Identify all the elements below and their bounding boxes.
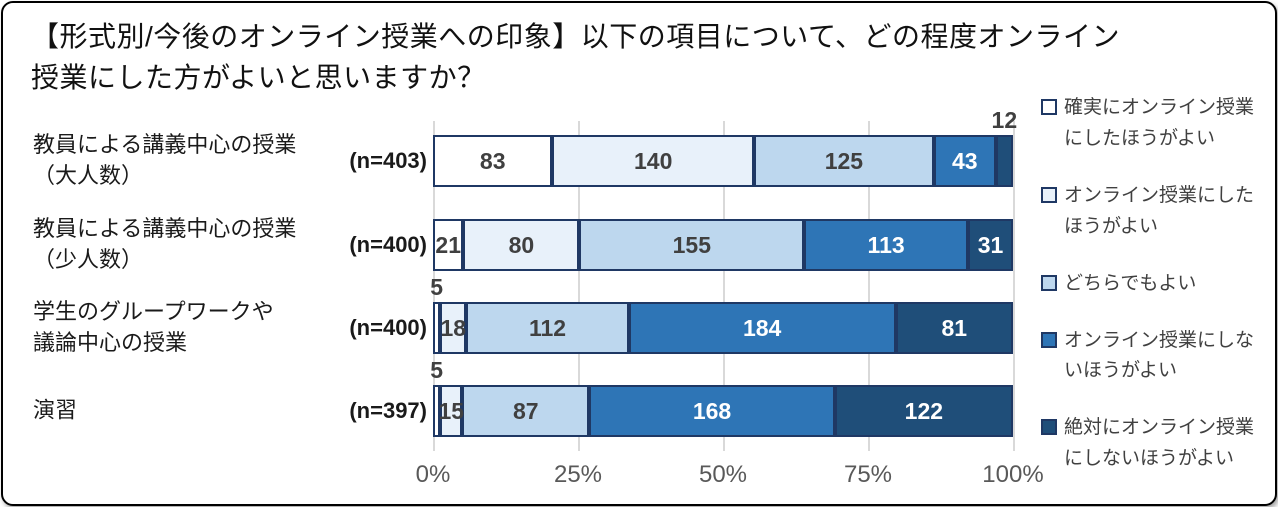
legend-swatch-icon xyxy=(1041,331,1057,348)
segment-value: 122 xyxy=(904,397,944,424)
legend-label: 絶対にオンライン授業にしないほうがよい xyxy=(1064,417,1255,470)
sample-size-label: (n=403) xyxy=(349,148,427,173)
legend-swatch-icon xyxy=(1041,99,1057,115)
legend-swatch-icon xyxy=(1041,419,1057,436)
legend-label: どちらでもよい xyxy=(1064,272,1197,294)
bar-track: 5 15 87 168 122 xyxy=(430,357,1013,437)
segment-value: 168 xyxy=(692,397,732,424)
bar-segment: 125 xyxy=(753,135,934,187)
category-label: 学生のグループワークや 議論中心の授業 xyxy=(33,299,274,355)
legend-label: 確実にオンライン授業にしたほうがよい xyxy=(1064,97,1255,149)
bar-track: 5 18 112 184 81 xyxy=(430,274,1013,354)
x-tick-label: 50% xyxy=(698,461,748,488)
category-label: 演習 xyxy=(33,397,78,423)
segment-value: 81 xyxy=(941,314,968,341)
outside-value: 5 xyxy=(430,274,444,300)
segment-value: 184 xyxy=(742,314,782,341)
bar-segment: 31 xyxy=(968,219,1013,271)
segment-value: 80 xyxy=(508,231,535,258)
bar-segment: 15 xyxy=(438,385,465,437)
sample-size-label: (n=400) xyxy=(349,232,427,257)
bar-segment: 80 xyxy=(463,219,580,271)
legend-label: オンライン授業にしないほうがよい xyxy=(1064,329,1255,382)
bar-segment: 140 xyxy=(552,135,754,187)
category-label: 教員による講義中心の授業 （大人数） xyxy=(33,132,297,188)
bar-segment: 21 xyxy=(433,219,464,271)
x-tick-label: 0% xyxy=(415,461,451,488)
bar-segment: 43 xyxy=(933,135,996,187)
bar-segment: 5 xyxy=(430,274,443,354)
chart-legend: 確実にオンライン授業にしたほうがよい オンライン授業にしたほうがよいどちらでもよい… xyxy=(1041,93,1273,475)
legend-label: オンライン授業にしたほうがよい xyxy=(1064,184,1255,237)
legend-item: オンライン授業にしたほうがよい xyxy=(1041,181,1273,243)
bar-track: 21 80 155 113 31 xyxy=(433,219,1013,271)
x-tick-label: 75% xyxy=(843,461,893,488)
bar-track: 83 140 125 43 12 xyxy=(433,107,1017,187)
gridline xyxy=(723,121,725,451)
bar-segment: 112 xyxy=(466,302,629,354)
segment-value: 31 xyxy=(977,231,1004,258)
bar-segment: 87 xyxy=(462,385,590,437)
segment-value: 21 xyxy=(435,231,462,258)
legend-item: 絶対にオンライン授業にしないほうがよい xyxy=(1041,413,1273,475)
x-tick-label: 25% xyxy=(553,461,603,488)
legend-swatch-icon xyxy=(1041,186,1057,203)
gridline xyxy=(1013,121,1015,451)
segment-value: 18 xyxy=(440,314,467,341)
chart-title-line-2: 授業にした方がよいと思いますか？ xyxy=(31,62,486,93)
segment-value: 112 xyxy=(528,314,567,341)
gridline xyxy=(578,121,580,451)
bar-segment: 113 xyxy=(804,219,969,271)
segment-value: 125 xyxy=(824,147,864,174)
bar-segment: 155 xyxy=(579,219,805,271)
chart-title: 【形式別/今後のオンライン授業への印象】以下の項目について、どの程度オンライン … xyxy=(3,16,1275,98)
bar-segment: 12 xyxy=(992,107,1017,187)
gridline xyxy=(868,121,870,451)
legend-swatch-icon xyxy=(1041,274,1057,291)
sample-size-label: (n=400) xyxy=(349,315,427,340)
x-tick-label: 100% xyxy=(982,461,1044,488)
bar-segment: 168 xyxy=(589,385,835,437)
gridline xyxy=(433,121,435,451)
bar-segment: 83 xyxy=(433,135,553,187)
outside-value: 5 xyxy=(430,357,444,383)
sample-size-label: (n=397) xyxy=(349,398,427,423)
legend-item: 確実にオンライン授業にしたほうがよい xyxy=(1041,93,1273,155)
bar-segment: 81 xyxy=(895,302,1013,354)
bar-segment: 18 xyxy=(440,302,467,354)
bar-segment: 122 xyxy=(834,385,1013,437)
legend-item: どちらでもよい xyxy=(1041,269,1273,300)
legend-item: オンライン授業にしないほうがよい xyxy=(1041,326,1273,388)
segment-value: 43 xyxy=(951,147,978,174)
bar-segment: 184 xyxy=(628,302,896,354)
segment-value: 113 xyxy=(867,231,905,258)
segment-value: 83 xyxy=(479,147,506,174)
category-label: 教員による講義中心の授業 （少人数） xyxy=(33,216,297,272)
segment-value: 140 xyxy=(634,147,673,174)
segment-value: 87 xyxy=(512,397,539,424)
outside-value: 12 xyxy=(991,107,1018,133)
bar-segment: 5 xyxy=(430,357,443,437)
chart-title-line-1: 【形式別/今後のオンライン授業への印象】以下の項目について、どの程度オンライン xyxy=(31,21,1121,52)
segment-value: 155 xyxy=(672,231,711,258)
segment-value: 15 xyxy=(438,397,465,424)
